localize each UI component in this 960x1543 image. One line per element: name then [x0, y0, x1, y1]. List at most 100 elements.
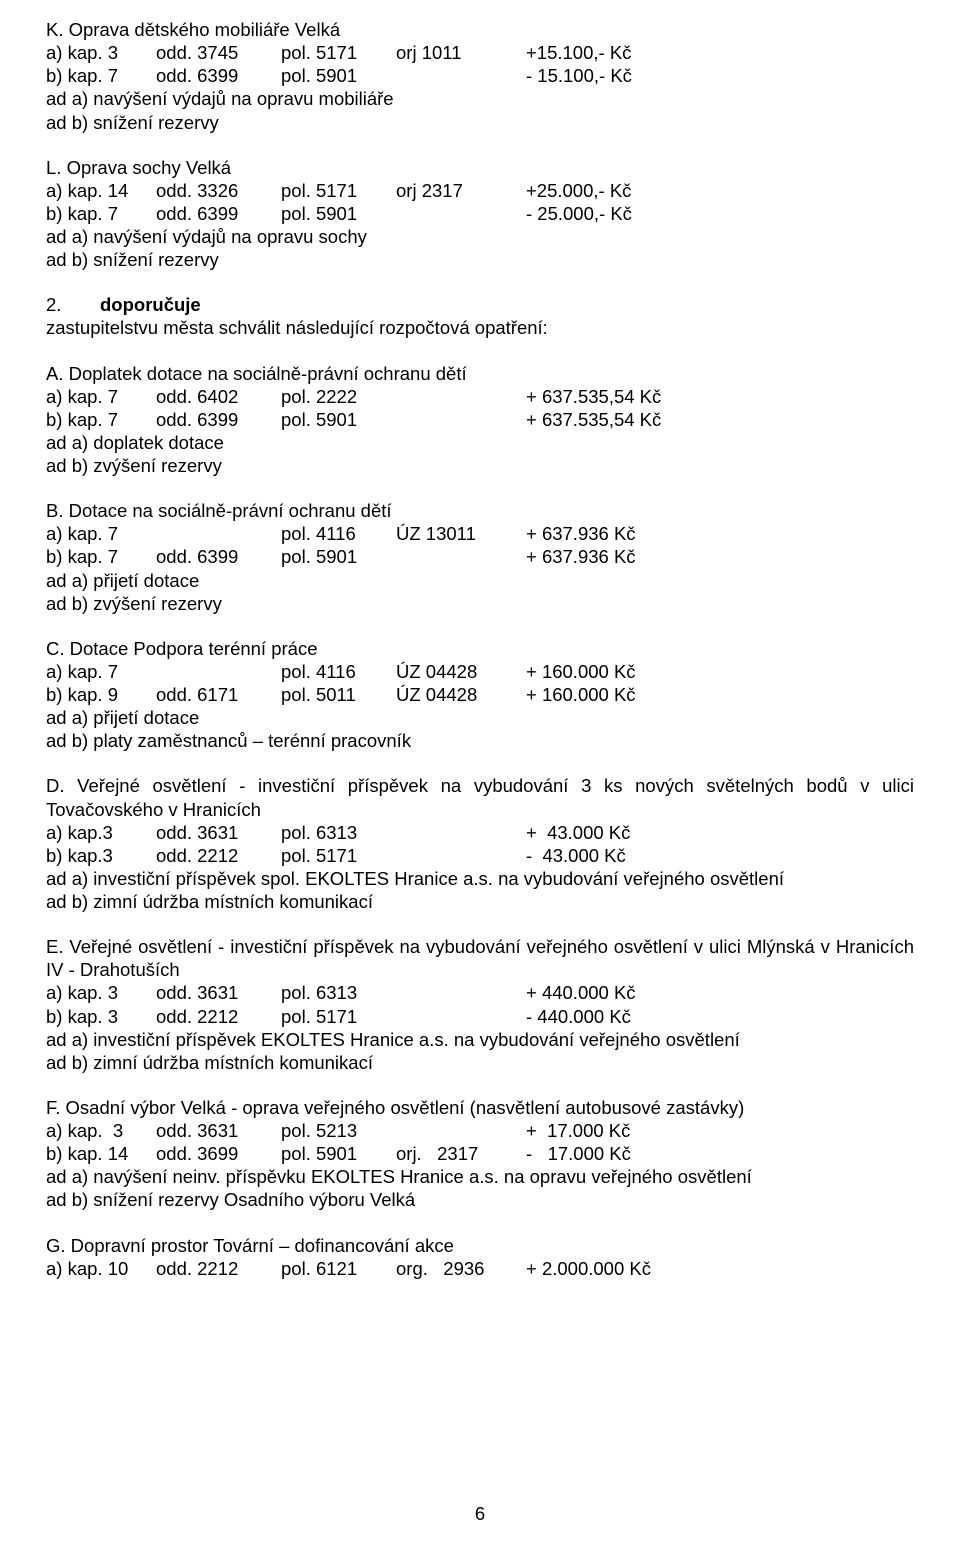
- note-line: ad b) zvýšení rezervy: [46, 454, 914, 477]
- col-kap: a) kap. 3: [46, 1119, 156, 1142]
- col-orj: orj 2317: [396, 179, 526, 202]
- col-amount: - 25.000,- Kč: [526, 202, 632, 225]
- note-line: ad a) navýšení výdajů na opravu sochy: [46, 225, 914, 248]
- col-pol: pol. 5171: [281, 1005, 396, 1028]
- col-odd: odd. 6399: [156, 545, 281, 568]
- col-orj: ÚZ 04428: [396, 660, 526, 683]
- col-pol: pol. 5901: [281, 64, 396, 87]
- col-pol: pol. 5901: [281, 1142, 396, 1165]
- col-orj: [396, 981, 526, 1004]
- col-pol: pol. 4116: [281, 522, 396, 545]
- col-amount: + 637.535,54 Kč: [526, 408, 661, 431]
- budget-row: b) kap. 9 odd. 6171 pol. 5011 ÚZ 04428 +…: [46, 683, 914, 706]
- col-amount: - 43.000 Kč: [526, 844, 626, 867]
- col-orj: [396, 844, 526, 867]
- budget-row: b) kap. 7 odd. 6399 pol. 5901 + 637.535,…: [46, 408, 914, 431]
- col-kap: a) kap. 7: [46, 385, 156, 408]
- section-e: E. Veřejné osvětlení - investiční příspě…: [46, 935, 914, 1074]
- col-odd: odd. 3631: [156, 821, 281, 844]
- col-kap: b) kap. 9: [46, 683, 156, 706]
- col-kap: b) kap. 7: [46, 408, 156, 431]
- budget-row: a) kap. 14 odd. 3326 pol. 5171 orj 2317 …: [46, 179, 914, 202]
- budget-row: a) kap. 7 odd. 6402 pol. 2222 + 637.535,…: [46, 385, 914, 408]
- col-orj: ÚZ 13011: [396, 522, 526, 545]
- col-odd: odd. 3326: [156, 179, 281, 202]
- section-d: D. Veřejné osvětlení - investiční příspě…: [46, 774, 914, 913]
- document-page: K. Oprava dětského mobiliáře Velká a) ka…: [0, 0, 960, 1543]
- col-pol: pol. 5171: [281, 41, 396, 64]
- col-kap: a) kap. 3: [46, 981, 156, 1004]
- col-kap: a) kap. 7: [46, 522, 156, 545]
- budget-row: b) kap. 7 odd. 6399 pol. 5901 - 15.100,-…: [46, 64, 914, 87]
- col-kap: b) kap. 7: [46, 202, 156, 225]
- col-orj: orj. 2317: [396, 1142, 526, 1165]
- col-orj: [396, 64, 526, 87]
- note-line: ad b) snížení rezervy Osadního výboru Ve…: [46, 1188, 914, 1211]
- col-odd: odd. 2212: [156, 844, 281, 867]
- col-orj: [396, 545, 526, 568]
- note-line: ad b) snížení rezervy: [46, 248, 914, 271]
- section-title: B. Dotace na sociálně-právní ochranu dět…: [46, 499, 914, 522]
- col-kap: a) kap. 7: [46, 660, 156, 683]
- section-f: F. Osadní výbor Velká - oprava veřejného…: [46, 1096, 914, 1212]
- col-odd: [156, 660, 281, 683]
- recommendation-heading: 2. doporučuje: [46, 293, 914, 316]
- col-pol: pol. 5171: [281, 179, 396, 202]
- budget-row: a) kap.3 odd. 3631 pol. 6313 + 43.000 Kč: [46, 821, 914, 844]
- col-pol: pol. 5901: [281, 202, 396, 225]
- budget-row: a) kap. 7 pol. 4116 ÚZ 04428 + 160.000 K…: [46, 660, 914, 683]
- col-orj: [396, 1119, 526, 1142]
- section-g: G. Dopravní prostor Tovární – dofinancov…: [46, 1234, 914, 1280]
- col-pol: pol. 2222: [281, 385, 396, 408]
- col-amount: + 160.000 Kč: [526, 660, 636, 683]
- col-pol: pol. 6313: [281, 981, 396, 1004]
- col-odd: odd. 3745: [156, 41, 281, 64]
- note-line: ad a) navýšení výdajů na opravu mobiliář…: [46, 87, 914, 110]
- col-kap: b) kap. 14: [46, 1142, 156, 1165]
- section-title: K. Oprava dětského mobiliáře Velká: [46, 18, 914, 41]
- col-kap: b) kap.3: [46, 844, 156, 867]
- col-amount: +15.100,- Kč: [526, 41, 631, 64]
- budget-row: a) kap. 7 pol. 4116 ÚZ 13011 + 637.936 K…: [46, 522, 914, 545]
- note-line: ad b) zimní údržba místních komunikací: [46, 1051, 914, 1074]
- col-orj: [396, 1005, 526, 1028]
- col-orj: orj 1011: [396, 41, 526, 64]
- col-amount: + 2.000.000 Kč: [526, 1257, 651, 1280]
- col-orj: [396, 408, 526, 431]
- section-title: A. Doplatek dotace na sociálně-právní oc…: [46, 362, 914, 385]
- budget-row: a) kap. 3 odd. 3631 pol. 6313 + 440.000 …: [46, 981, 914, 1004]
- section-title: E. Veřejné osvětlení - investiční příspě…: [46, 935, 914, 981]
- section-a: A. Doplatek dotace na sociálně-právní oc…: [46, 362, 914, 478]
- col-odd: [156, 522, 281, 545]
- note-line: ad b) zimní údržba místních komunikací: [46, 890, 914, 913]
- col-odd: odd. 3699: [156, 1142, 281, 1165]
- budget-row: a) kap. 3 odd. 3631 pol. 5213 + 17.000 K…: [46, 1119, 914, 1142]
- col-pol: pol. 5901: [281, 545, 396, 568]
- col-kap: a) kap. 14: [46, 179, 156, 202]
- budget-row: b) kap. 3 odd. 2212 pol. 5171 - 440.000 …: [46, 1005, 914, 1028]
- col-amount: + 43.000 Kč: [526, 821, 630, 844]
- col-orj: [396, 385, 526, 408]
- col-kap: a) kap. 3: [46, 41, 156, 64]
- note-line: ad a) doplatek dotace: [46, 431, 914, 454]
- col-pol: pol. 4116: [281, 660, 396, 683]
- rec-text: zastupitelstvu města schválit následujíc…: [46, 316, 914, 339]
- col-orj: [396, 202, 526, 225]
- col-amount: + 637.535,54 Kč: [526, 385, 661, 408]
- col-odd: odd. 6399: [156, 202, 281, 225]
- note-line: ad a) navýšení neinv. příspěvku EKOLTES …: [46, 1165, 914, 1188]
- col-kap: a) kap. 10: [46, 1257, 156, 1280]
- col-amount: - 440.000 Kč: [526, 1005, 631, 1028]
- col-orj: [396, 821, 526, 844]
- note-line: ad a) přijetí dotace: [46, 569, 914, 592]
- col-amount: - 15.100,- Kč: [526, 64, 632, 87]
- section-l: L. Oprava sochy Velká a) kap. 14 odd. 33…: [46, 156, 914, 272]
- page-number: 6: [0, 1502, 960, 1525]
- col-amount: +25.000,- Kč: [526, 179, 631, 202]
- section-title: C. Dotace Podpora terénní práce: [46, 637, 914, 660]
- section-title: F. Osadní výbor Velká - oprava veřejného…: [46, 1096, 914, 1119]
- col-odd: odd. 3631: [156, 1119, 281, 1142]
- note-line: ad b) snížení rezervy: [46, 111, 914, 134]
- budget-row: a) kap. 3 odd. 3745 pol. 5171 orj 1011 +…: [46, 41, 914, 64]
- section-k: K. Oprava dětského mobiliáře Velká a) ka…: [46, 18, 914, 134]
